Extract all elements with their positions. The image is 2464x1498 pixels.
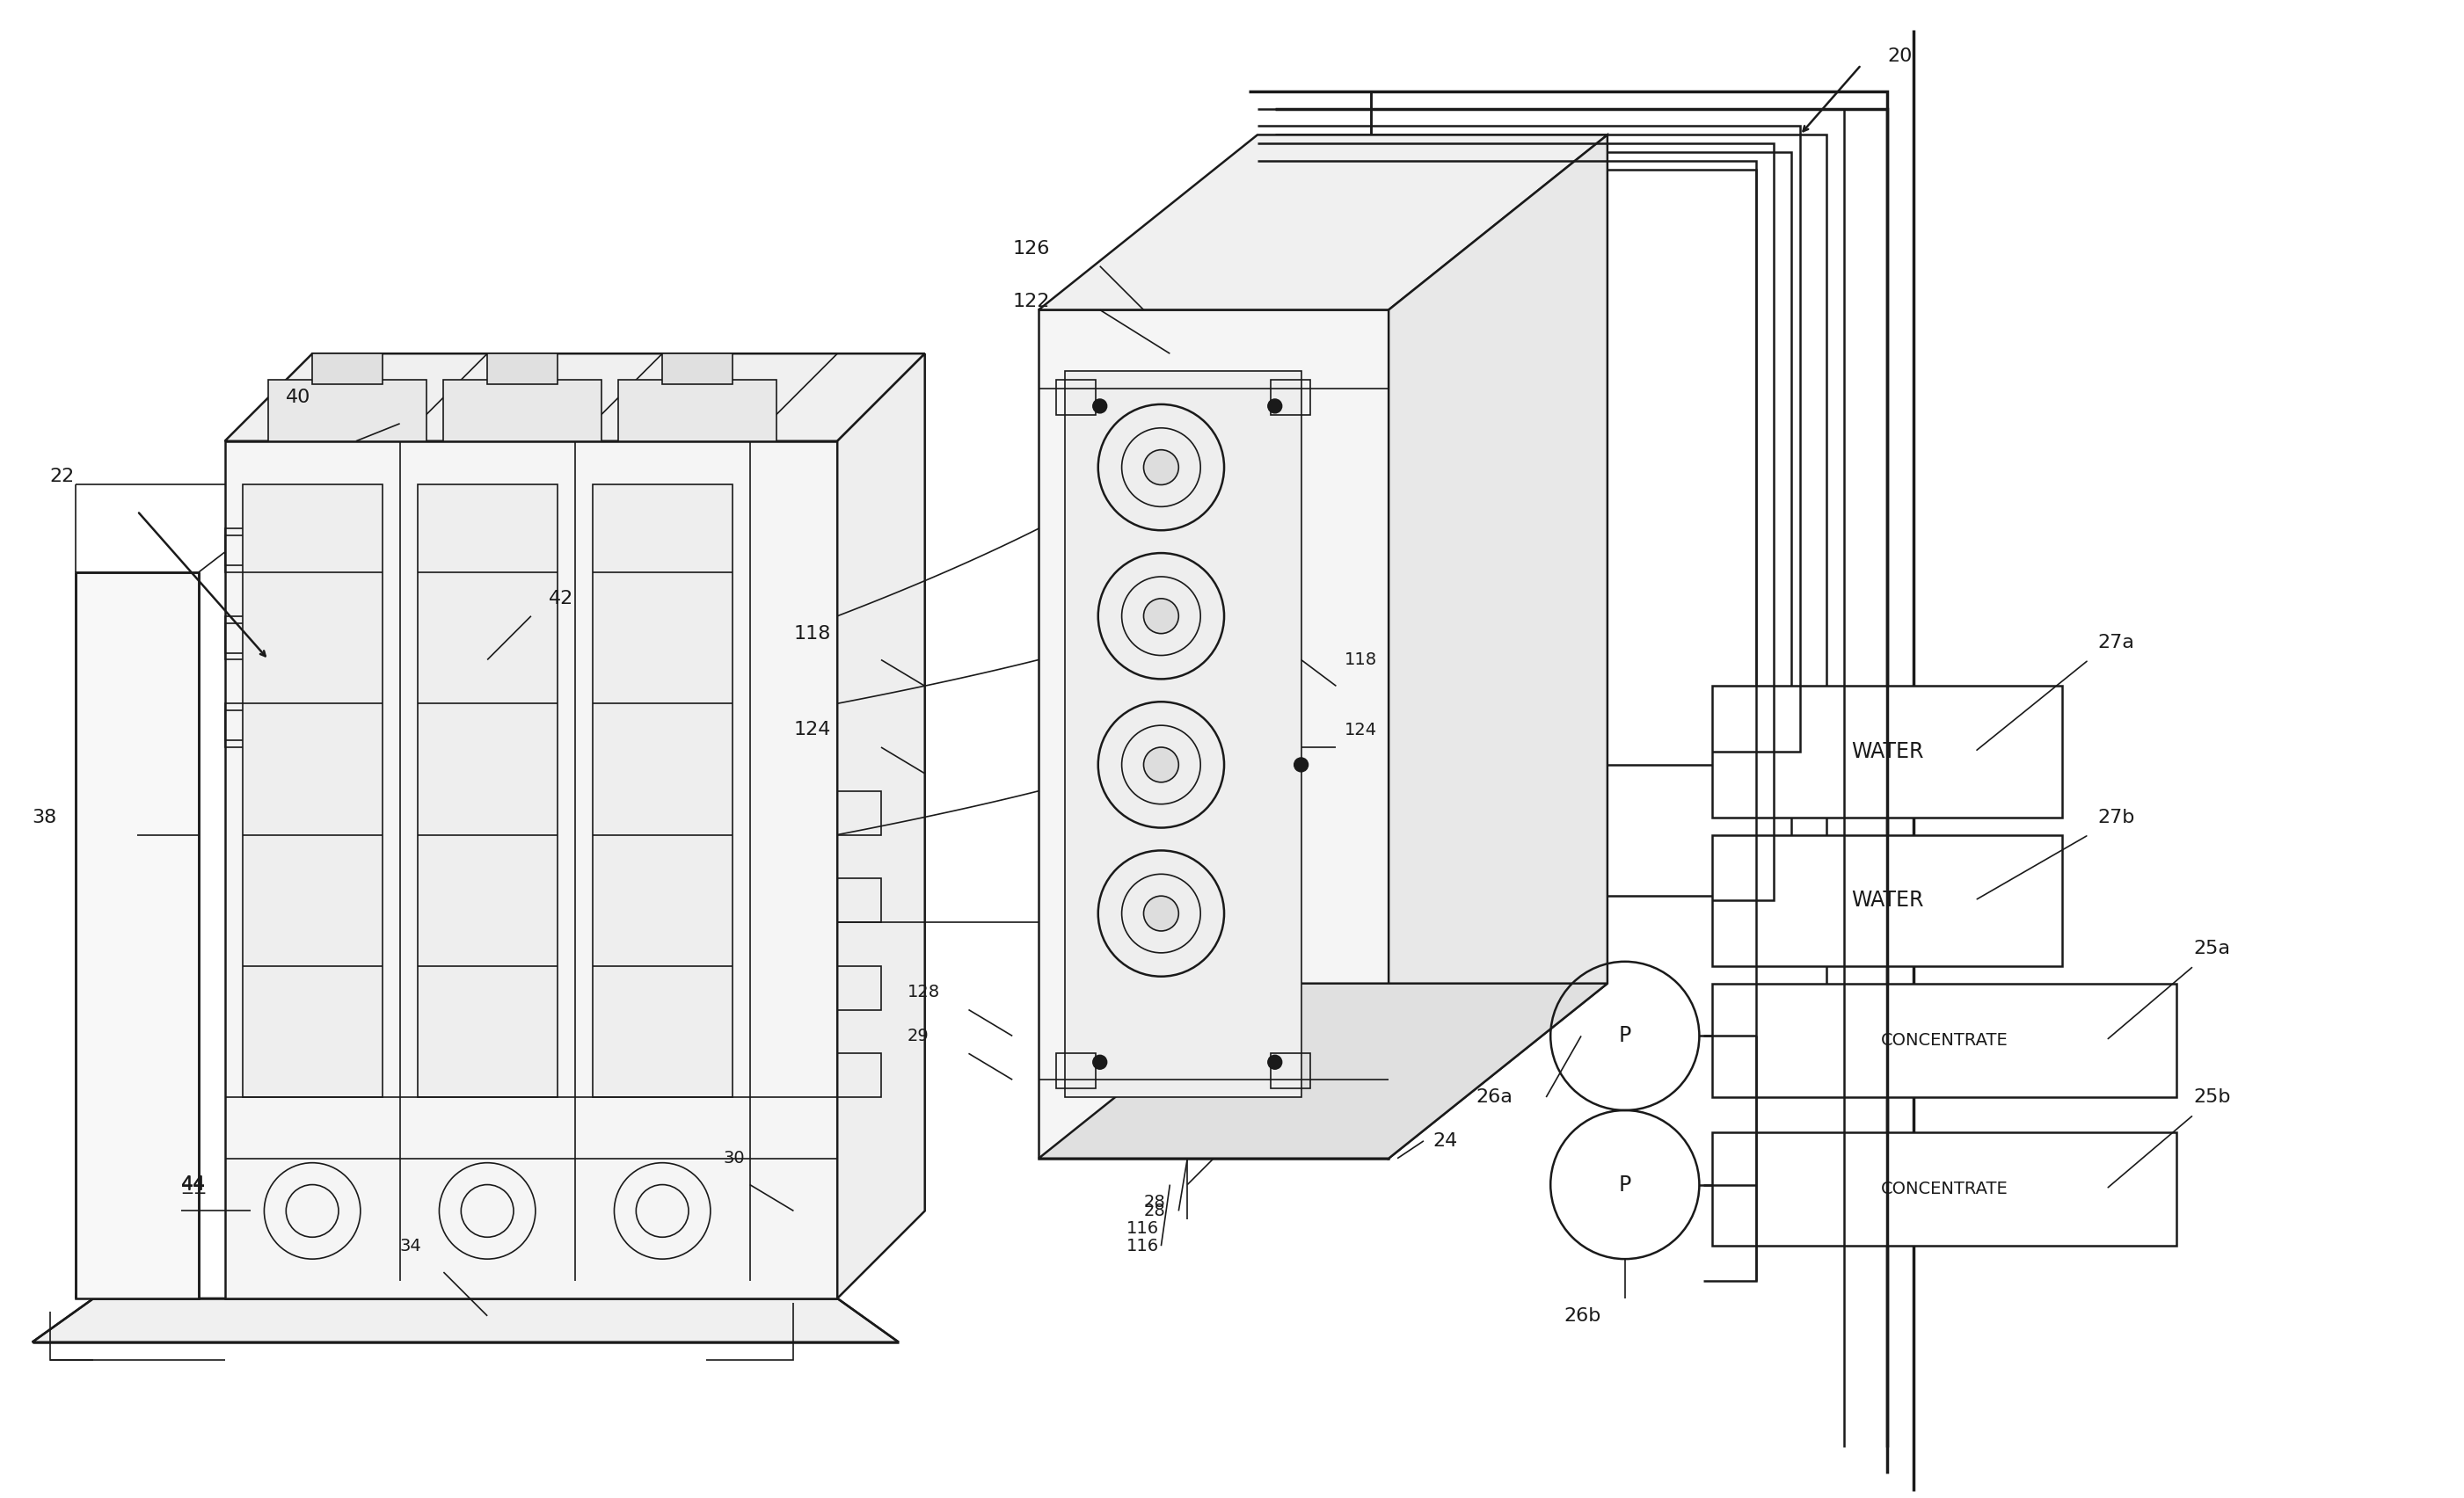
Text: 27b: 27b	[2097, 809, 2134, 825]
Text: 25a: 25a	[2193, 939, 2230, 957]
Polygon shape	[416, 485, 557, 1097]
Text: 116: 116	[1126, 1219, 1158, 1237]
Text: CONCENTRATE: CONCENTRATE	[1880, 1180, 2008, 1197]
Polygon shape	[618, 380, 776, 440]
Circle shape	[1143, 449, 1178, 485]
Text: 124: 124	[793, 721, 830, 739]
Text: 24: 24	[1432, 1132, 1456, 1149]
Polygon shape	[488, 354, 557, 383]
Text: 28: 28	[1143, 1203, 1165, 1219]
Polygon shape	[1712, 984, 2176, 1097]
Circle shape	[1094, 1055, 1106, 1070]
Text: 118: 118	[793, 625, 830, 643]
Text: 20: 20	[1887, 48, 1912, 64]
Text: 44: 44	[180, 1176, 207, 1194]
Text: WATER: WATER	[1850, 890, 1924, 911]
Circle shape	[1143, 599, 1178, 634]
Text: 26a: 26a	[1476, 1089, 1513, 1106]
Text: CONCENTRATE: CONCENTRATE	[1880, 1032, 2008, 1049]
Text: 128: 128	[907, 984, 939, 1001]
Polygon shape	[591, 485, 732, 1097]
Text: 118: 118	[1345, 652, 1377, 668]
Text: 25b: 25b	[2193, 1089, 2230, 1106]
Polygon shape	[269, 380, 426, 440]
Polygon shape	[1712, 1132, 2176, 1246]
Circle shape	[1269, 398, 1281, 413]
Text: 38: 38	[32, 809, 57, 825]
Circle shape	[1269, 1055, 1281, 1070]
Circle shape	[1094, 398, 1106, 413]
Polygon shape	[76, 572, 200, 1299]
Polygon shape	[1040, 310, 1390, 1158]
Polygon shape	[224, 440, 838, 1299]
Polygon shape	[1712, 686, 2062, 818]
Polygon shape	[663, 354, 732, 383]
Text: 34: 34	[399, 1237, 421, 1254]
Polygon shape	[1390, 135, 1607, 1158]
Polygon shape	[32, 1299, 899, 1342]
Polygon shape	[241, 485, 382, 1097]
Text: 26b: 26b	[1565, 1308, 1602, 1324]
Text: 40: 40	[286, 388, 310, 406]
Text: P: P	[1619, 1026, 1631, 1047]
Text: 29: 29	[907, 1028, 929, 1044]
Polygon shape	[1040, 135, 1607, 310]
Text: 28: 28	[1143, 1194, 1165, 1210]
Circle shape	[1143, 896, 1178, 930]
Circle shape	[1294, 758, 1308, 771]
Text: 116: 116	[1126, 1237, 1158, 1254]
Polygon shape	[224, 354, 924, 440]
Text: 126: 126	[1013, 240, 1050, 258]
Text: WATER: WATER	[1850, 742, 1924, 762]
Text: 122: 122	[1013, 292, 1050, 310]
Polygon shape	[1064, 372, 1301, 1097]
Polygon shape	[1040, 984, 1607, 1158]
Polygon shape	[313, 354, 382, 383]
Text: 42: 42	[549, 590, 574, 607]
Text: 30: 30	[724, 1150, 744, 1167]
Polygon shape	[838, 354, 924, 1299]
Text: P: P	[1619, 1174, 1631, 1195]
Text: 27a: 27a	[2097, 634, 2134, 652]
Text: 22: 22	[49, 467, 74, 485]
Polygon shape	[444, 380, 601, 440]
Text: 4̲4̲: 4̲4̲	[180, 1176, 207, 1194]
Text: 124: 124	[1345, 722, 1377, 739]
Polygon shape	[1712, 834, 2062, 966]
Circle shape	[1143, 748, 1178, 782]
